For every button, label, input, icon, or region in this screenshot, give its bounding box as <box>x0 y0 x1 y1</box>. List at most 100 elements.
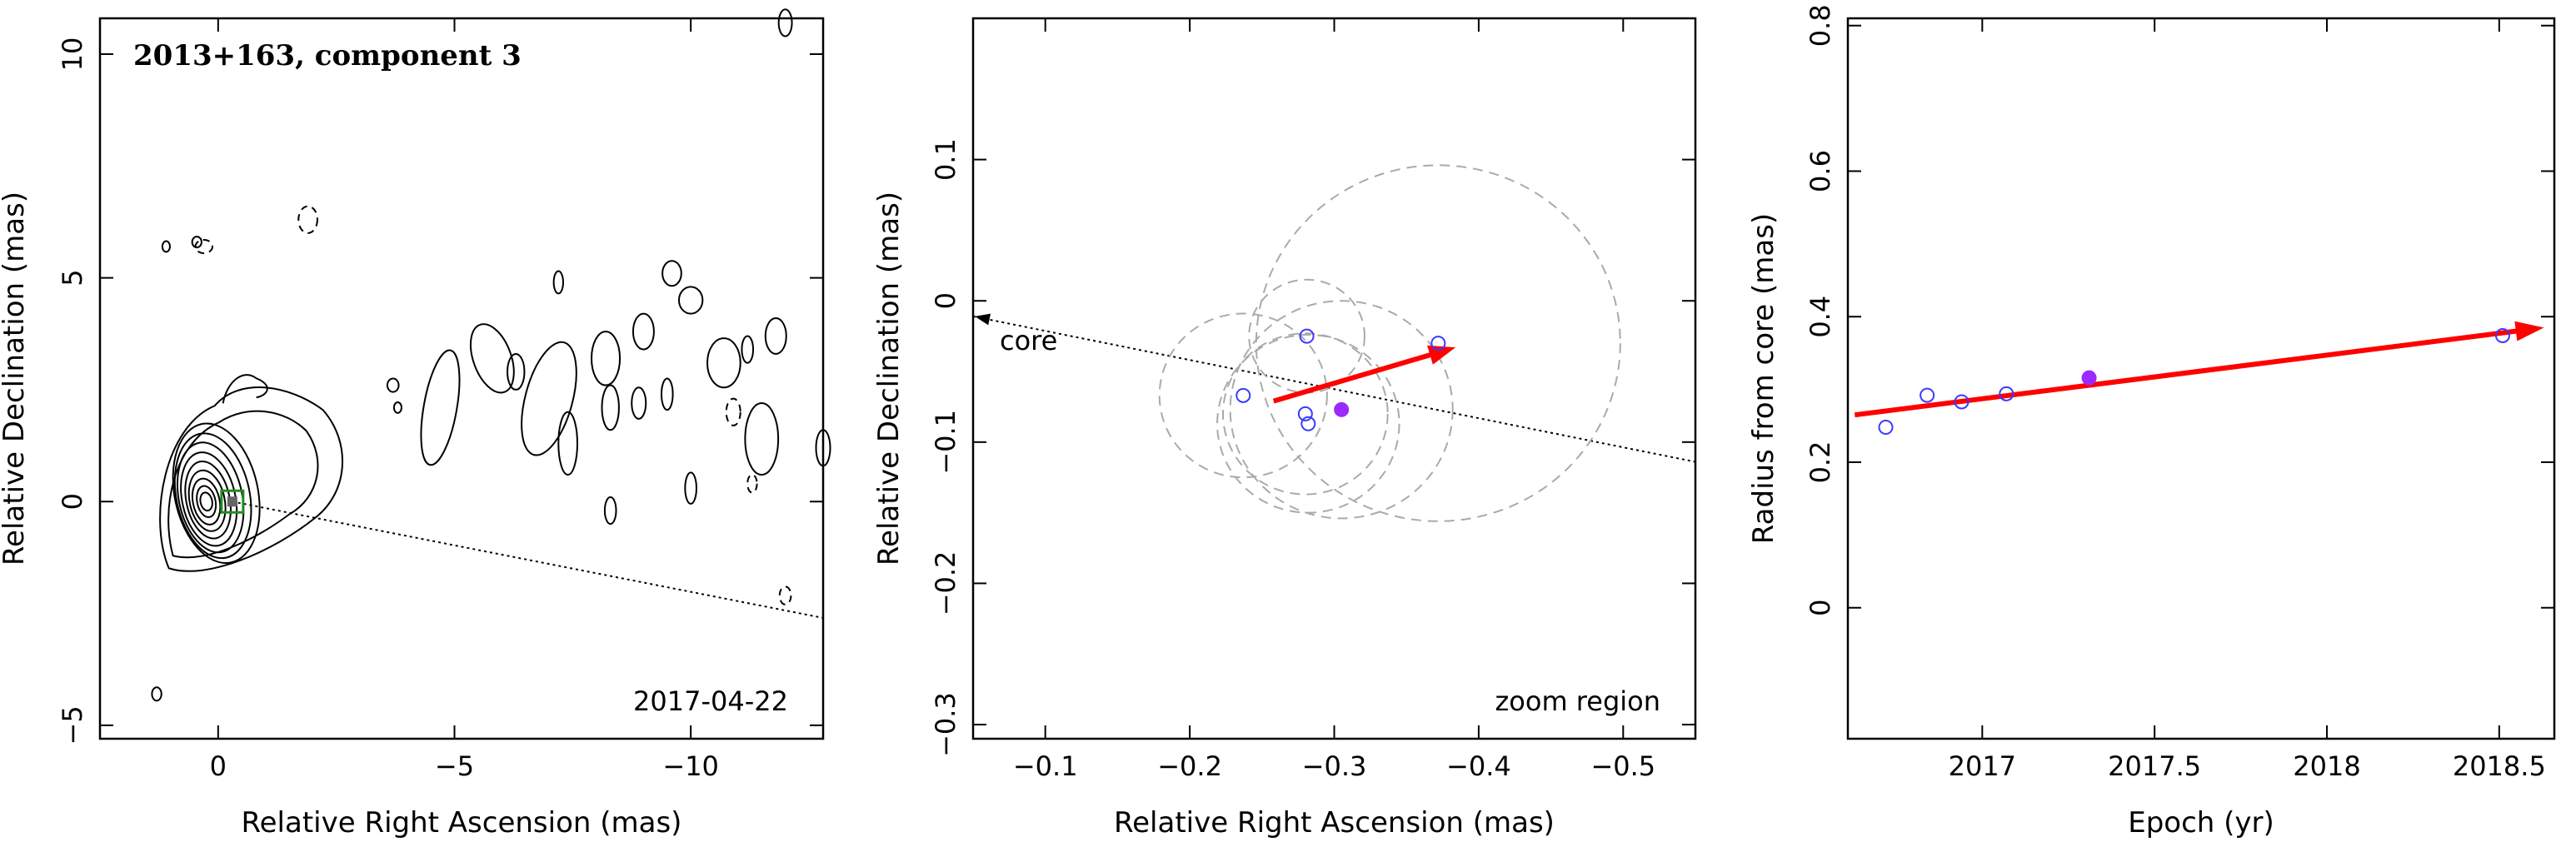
y-axis-label: Relative Declination (mas) <box>872 192 906 565</box>
x-tick-label: 0 <box>210 750 227 782</box>
data-point <box>1300 416 1316 431</box>
contour-level <box>196 485 217 518</box>
error-circle <box>1221 332 1389 496</box>
y-tick-label: 0 <box>1805 600 1836 616</box>
x-tick-label: 2017.5 <box>2108 750 2201 782</box>
x-axis-label: Relative Right Ascension (mas) <box>242 806 682 840</box>
data-point <box>1954 394 1969 410</box>
trend-arrowhead <box>1427 345 1456 365</box>
contour-negative <box>194 238 214 255</box>
contour-blob <box>706 337 741 389</box>
contour-blob <box>552 270 564 295</box>
highlighted-data-point <box>2081 370 2097 386</box>
contour-blob <box>660 377 674 411</box>
plot-frame <box>98 17 825 740</box>
y-tick-label: −0.2 <box>930 551 961 616</box>
y-tick-label: 10 <box>57 37 88 72</box>
x-tick-label: −0.1 <box>1013 750 1078 782</box>
core-label: core <box>1000 325 1057 356</box>
trend-arrow <box>1272 351 1436 404</box>
contour-level <box>172 422 261 565</box>
contour-blob <box>661 260 682 287</box>
y-tick-label: 0.6 <box>1805 150 1836 192</box>
core-direction-line <box>972 315 1696 463</box>
plot-frame <box>1846 17 2556 740</box>
trend-arrow <box>1854 327 2524 418</box>
contour-level <box>191 477 222 526</box>
contour-blob <box>521 341 577 456</box>
highlighted-data-point <box>1334 401 1350 417</box>
x-tick-label: 2018.5 <box>2453 750 2546 782</box>
x-tick-label: −0.2 <box>1157 750 1222 782</box>
contour-level <box>159 386 344 572</box>
y-tick-label: 0.8 <box>1805 4 1836 47</box>
data-point <box>1297 406 1313 421</box>
data-point <box>1878 420 1894 436</box>
y-axis-label: Radius from core (mas) <box>1747 213 1780 544</box>
contour-level <box>180 451 238 547</box>
x-axis-label: Epoch (yr) <box>2128 806 2274 840</box>
y-tick-label: −0.1 <box>930 410 961 475</box>
data-point <box>1236 387 1251 403</box>
contour-blob <box>601 384 620 431</box>
contour-level <box>184 460 232 540</box>
x-tick-label: −0.5 <box>1590 750 1655 782</box>
y-tick-label: 0.4 <box>1805 296 1836 338</box>
data-point <box>2494 327 2510 343</box>
data-point <box>1920 387 1935 403</box>
y-tick-label: −0.3 <box>930 692 961 757</box>
contour-negative <box>746 474 758 494</box>
contour-blob <box>191 236 202 249</box>
x-tick-label: 2017 <box>1949 750 2016 782</box>
data-point <box>1999 386 2014 401</box>
contour-blob <box>777 8 793 37</box>
zoom-annotation: zoom region <box>1495 685 1661 717</box>
y-tick-label: −5 <box>57 705 88 745</box>
contour-level <box>187 469 227 532</box>
panel-radius-vs-epoch: 2017 2017.5 2018 2018.5 0 0.2 0.4 0.6 0.8 Epoch (… <box>1747 4 2556 840</box>
contour-blob <box>591 331 622 386</box>
contour-blob <box>632 312 655 351</box>
contour-blob <box>557 411 578 476</box>
error-circle <box>1158 312 1328 479</box>
x-tick-label: −10 <box>662 750 719 782</box>
contour-level <box>167 410 319 559</box>
contour-blob <box>507 352 526 391</box>
contour-blob <box>392 401 402 414</box>
contour-blob <box>151 686 162 702</box>
contour-negative <box>725 397 741 426</box>
error-circle <box>1248 278 1365 394</box>
data-point <box>1299 328 1315 344</box>
contour-negative <box>778 585 792 605</box>
contour-level <box>173 432 252 560</box>
contour-blob <box>677 286 704 315</box>
panel-image-contour: 0 −5 −10 −5 0 5 10 Relative Right Ascension (ma… <box>0 8 831 840</box>
plot-frame <box>971 17 1697 740</box>
component-marker <box>220 489 245 514</box>
x-tick-label: 2018 <box>2293 750 2360 782</box>
component-marker-fill <box>227 496 237 507</box>
x-tick-label: −5 <box>435 750 474 782</box>
contour-blob <box>603 496 617 526</box>
chart-title: 2013+163, component 3 <box>133 39 522 72</box>
y-tick-label: 0 <box>930 292 961 309</box>
contour-level <box>199 491 213 512</box>
contour-blob <box>744 402 780 476</box>
contour-blob <box>469 323 515 394</box>
contour-level <box>222 374 268 404</box>
trend-arrowhead <box>2514 321 2544 341</box>
jet-direction-line <box>232 501 824 619</box>
core-arrowhead <box>975 313 991 326</box>
contour-blob <box>741 335 755 364</box>
contour-blob <box>386 377 400 393</box>
error-circle <box>1229 300 1454 520</box>
contour-negative <box>297 205 318 234</box>
error-circle <box>1216 333 1400 514</box>
x-axis-label: Relative Right Ascension (mas) <box>1114 806 1555 840</box>
x-tick-label: −0.4 <box>1446 750 1511 782</box>
epoch-annotation: 2017-04-22 <box>633 685 788 717</box>
y-tick-label: 5 <box>57 269 88 286</box>
contour-blob <box>420 349 461 466</box>
x-tick-label: −0.3 <box>1302 750 1367 782</box>
